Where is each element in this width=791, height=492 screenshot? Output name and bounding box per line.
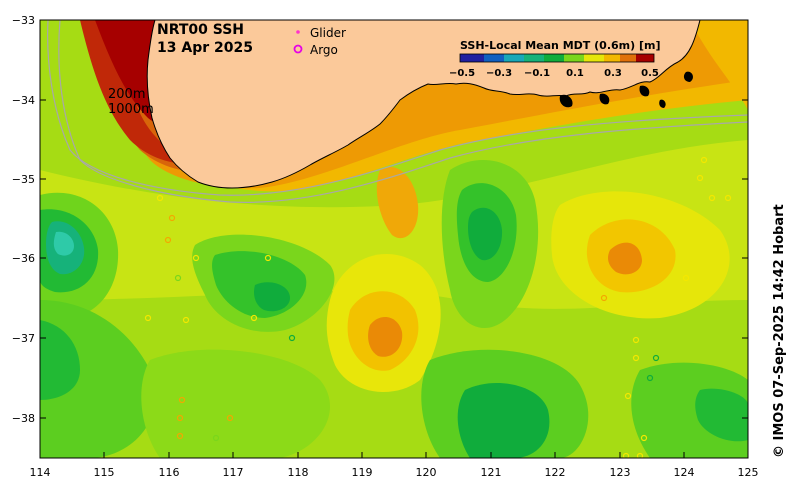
x-tick-label: 119: [352, 466, 373, 479]
colorbar-tick: 0.5: [641, 68, 659, 79]
ssh-eddy-west-core: [53, 231, 74, 256]
ssh-eddy-central-core: [368, 316, 403, 357]
y-axis: −33 −34 −35 −36 −37 −38: [12, 14, 748, 425]
x-tick-label: 115: [94, 466, 115, 479]
isobath-1000m: [58, 20, 748, 203]
ssh-eddy-east-core: [608, 242, 642, 275]
ssh-eddy-117-core: [254, 282, 290, 312]
colorbar-tick: −0.5: [449, 68, 475, 79]
ssh-south-far-east-core: [695, 388, 748, 442]
colorbar-tick: −0.1: [524, 68, 550, 79]
colorbar-tick: −0.3: [486, 68, 512, 79]
x-tick-label: 120: [416, 466, 437, 479]
marker-legend: Glider Argo: [293, 26, 346, 57]
ssh-eddy-121-core: [468, 207, 503, 261]
x-tick-label: 116: [159, 466, 180, 479]
x-tick-label: 114: [30, 466, 51, 479]
y-tick-label: −36: [12, 252, 35, 265]
x-axis: 114 115 116 117 118 119 120 121 122 123 …: [30, 452, 759, 479]
ssh-south-central: [141, 349, 331, 458]
x-tick-label: 124: [674, 466, 695, 479]
y-tick-label: −35: [12, 173, 35, 186]
colorbar: SSH-Local Mean MDT (0.6m) [m] −0.5 −0.3 …: [449, 39, 661, 79]
ssh-south-west-core: [40, 320, 80, 400]
ssh-field: [40, 20, 748, 458]
x-tick-label: 118: [288, 466, 309, 479]
x-tick-label: 123: [610, 466, 631, 479]
float-markers: [144, 156, 732, 458]
y-tick-label: −37: [12, 332, 35, 345]
x-tick-label: 121: [481, 466, 502, 479]
y-tick-label: −38: [12, 412, 35, 425]
plot-frame: [39, 19, 749, 459]
glider-marker-icon: [296, 30, 300, 34]
ssh-tongue-north: [376, 166, 419, 239]
isobath-200m: [47, 20, 748, 196]
colorbar-title: SSH-Local Mean MDT (0.6m) [m]: [460, 39, 660, 52]
imos-credit: © IMOS 07-Sep-2025 14:42 Hobart: [772, 204, 787, 458]
x-tick-label: 117: [223, 466, 244, 479]
ssh-corner-ne: [690, 20, 748, 110]
ssh-south-east-core: [457, 382, 550, 458]
x-tick-label: 125: [738, 466, 759, 479]
x-tick-label: 122: [545, 466, 566, 479]
map-title: NRT00 SSH: [157, 22, 244, 38]
map-date: 13 Apr 2025: [157, 40, 253, 56]
argo-marker-icon: [293, 44, 303, 54]
isobath-label-200m: 200m: [108, 87, 145, 102]
colorbar-tick: 0.1: [566, 68, 584, 79]
argo-legend-label: Argo: [310, 43, 338, 57]
colorbar-tick: 0.3: [604, 68, 622, 79]
glider-legend-label: Glider: [310, 26, 346, 40]
y-tick-label: −34: [12, 94, 35, 107]
isobath-label-1000m: 1000m: [108, 102, 154, 117]
y-tick-label: −33: [12, 14, 35, 27]
